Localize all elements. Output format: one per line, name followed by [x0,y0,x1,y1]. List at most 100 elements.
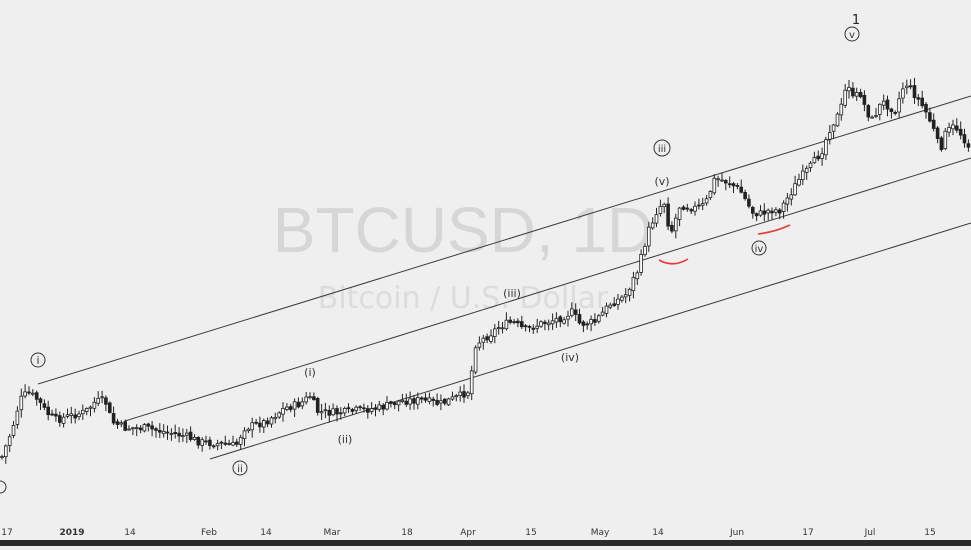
candle-body [181,435,185,438]
candle-body [820,153,824,159]
x-tick-label: 18 [401,528,413,538]
candle-body [489,335,493,342]
candle-body [727,183,732,186]
candle-body [854,92,859,97]
candle-body [546,322,551,326]
candle-body [935,127,940,139]
candle-body [119,422,124,425]
candle-body [804,167,809,173]
x-axis-tick-labels: 17 2019 14 Feb 14 Mar 18 Apr 15 May 14 Jun 17 Jul 15 [1,528,935,538]
candle-body [157,429,162,433]
candle-body [754,213,759,217]
candle-body [377,404,382,410]
candle-body [908,85,913,88]
candle-body [292,401,297,410]
x-tick-label: 14 [652,528,664,538]
x-tick-label: Mar [324,528,341,538]
wave-labels: i ii iii iv v 1 (i) (ii) (iii) (iv) (v) [30,13,860,476]
candle-body [924,103,928,113]
candle-body [335,408,339,415]
candle-body [231,442,235,446]
candle-body [15,410,20,425]
candle-body [327,409,332,416]
candle-body [184,432,189,436]
candle-body [647,226,651,247]
support-marker-1 [658,258,689,265]
candle-body [88,406,93,409]
candle-body [612,303,616,306]
candle-body [893,112,897,114]
candle-body [400,399,405,402]
candle-body [439,400,443,404]
support-marker-2 [757,224,791,235]
candle-body [704,198,709,204]
candle-body [404,400,409,405]
x-axis[interactable]: 17 2019 14 Feb 14 Mar 18 Apr 15 May 14 Jun 17 Jul 15 [0,522,971,546]
candle-body [801,170,805,181]
wave-label-i: i [36,354,39,367]
candle-body [200,439,205,446]
candle-body [520,321,524,328]
candle-body [731,183,736,187]
x-tick-label: 17 [802,528,813,538]
candle-body [246,428,251,432]
candle-body [712,177,717,194]
x-tick-label: Jun [729,528,744,538]
candle-body [131,427,135,430]
candle-body [666,203,670,227]
candle-body [419,397,424,400]
candle-body [758,210,763,216]
candle-body [700,203,705,206]
candle-body [650,222,655,229]
candle-body [720,179,724,182]
candle-body [308,396,312,399]
candle-body [500,327,505,330]
candle-body [797,178,801,186]
candle-body [654,214,659,224]
candle-body [0,456,4,459]
candle-body [38,398,43,403]
watermark-symbol: BTCUSD, 1D [273,194,654,266]
candle-body [824,139,828,156]
candle-body [508,319,512,323]
candle-body [808,162,813,168]
candle-body [273,416,278,420]
x-tick-label: 2019 [59,528,84,538]
candle-body [539,321,543,327]
x-tick-label: 14 [124,528,136,538]
x-tick-label: May [591,528,610,538]
candle-body [931,119,936,129]
wave-label-minor-v: (v) [654,175,669,188]
channel-middle-line[interactable] [124,157,971,422]
candle-body [947,127,951,133]
candle-body [878,103,882,115]
candle-body [516,320,520,324]
channel-upper-line[interactable] [37,95,971,385]
candle-body [951,124,955,130]
candle-body [427,397,432,402]
candle-body [177,432,181,437]
candle-body [338,412,343,415]
candle-body [84,407,89,412]
candle-body [623,294,628,298]
candle-body [358,406,362,409]
candle-body [342,407,347,414]
candle-body [173,431,178,434]
candle-body [674,217,678,232]
candle-body [847,87,851,92]
candle-body [50,413,54,416]
candle-body [550,320,555,325]
candle-body [496,327,501,330]
candle-body [943,130,948,150]
candle-body [635,272,640,280]
candle-body [658,206,663,214]
candle-body [108,402,112,413]
candle-body [315,398,320,413]
x-tick-label: Feb [201,528,217,538]
candle-body [962,134,967,144]
candle-body [747,198,751,207]
candle-body [912,85,917,99]
x-tick-label: 15 [525,528,536,538]
candle-body [920,97,924,107]
